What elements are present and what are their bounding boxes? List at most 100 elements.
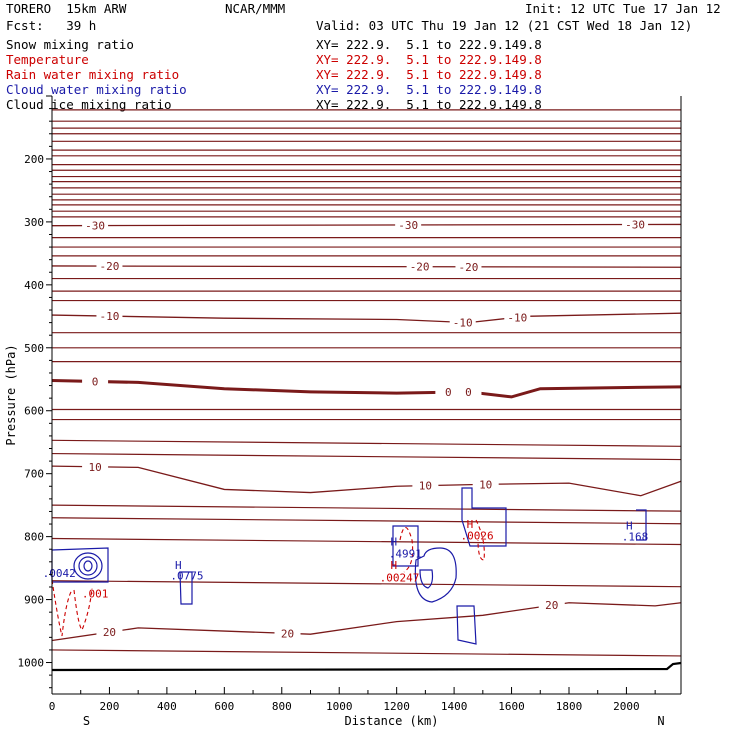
contour-annotation: .00247 bbox=[380, 572, 420, 585]
cloud-water-contour bbox=[456, 605, 477, 645]
isotherm-label: 10 bbox=[479, 478, 492, 491]
x-tick-label: 1800 bbox=[556, 700, 583, 713]
cloud-water-contour bbox=[461, 487, 507, 547]
x-tick-label: 1200 bbox=[383, 700, 410, 713]
isotherm-label-bg bbox=[82, 460, 109, 473]
x-tick-label: 1400 bbox=[441, 700, 468, 713]
isotherm-label: 10 bbox=[419, 480, 432, 493]
org-label: NCAR/MMM bbox=[225, 1, 286, 16]
isotherm-label: 20 bbox=[103, 626, 116, 639]
y-tick-label: 300 bbox=[24, 216, 44, 229]
isotherm-label: 10 bbox=[88, 461, 101, 474]
field-xy-cloud-ice: XY= 222.9. 5.1 to 222.9.149.8 bbox=[316, 97, 542, 112]
isotherm-label-bg bbox=[455, 260, 482, 273]
contour-annotation: .168 bbox=[622, 531, 649, 544]
isotherm-label-bg bbox=[412, 479, 439, 492]
isotherm-label: -20 bbox=[459, 261, 479, 274]
isotherm-label: 0 bbox=[445, 386, 452, 399]
theta-line bbox=[51, 649, 682, 657]
x-tick-label: 200 bbox=[100, 700, 120, 713]
x-tick-label: 0 bbox=[49, 700, 56, 713]
field-xy-snow: XY= 222.9. 5.1 to 222.9.149.8 bbox=[316, 37, 542, 52]
y-axis-label: Pressure (hPa) bbox=[4, 344, 18, 445]
rain-contour bbox=[399, 526, 414, 573]
isotherm-line bbox=[51, 312, 682, 324]
cloud-water-contour bbox=[73, 552, 103, 580]
y-tick-label: 1000 bbox=[18, 657, 45, 670]
x-tick-label: 800 bbox=[272, 700, 292, 713]
field-name-cloud-ice: Cloud ice mixing ratio bbox=[6, 97, 172, 112]
isotherm-label-bg bbox=[538, 599, 565, 612]
isotherm-label-bg bbox=[96, 626, 123, 639]
isotherm-label-bg bbox=[96, 310, 123, 323]
contour-annotation: H bbox=[467, 518, 474, 531]
contour-annotation: .4991 bbox=[389, 548, 422, 561]
cloud-water-contour bbox=[392, 525, 419, 567]
y-tick-label: 200 bbox=[24, 153, 44, 166]
ground-line bbox=[51, 661, 682, 672]
contour-annotation: .0042 bbox=[43, 567, 76, 580]
field-xy-temperature: XY= 222.9. 5.1 to 222.9.149.8 bbox=[316, 52, 542, 67]
isotherm-label-bg bbox=[622, 218, 649, 231]
init-label: Init: 12 UTC Tue 17 Jan 12 bbox=[525, 1, 721, 16]
cloud-water-contour bbox=[419, 569, 434, 589]
isotherm-label: 0 bbox=[465, 386, 472, 399]
isotherm-label: 20 bbox=[281, 627, 294, 640]
isotherm-label: -10 bbox=[100, 310, 120, 323]
theta-line bbox=[51, 517, 682, 525]
x-tick-label: 400 bbox=[157, 700, 177, 713]
y-tick-label: 700 bbox=[24, 468, 44, 481]
field-xy-rain: XY= 222.9. 5.1 to 222.9.149.8 bbox=[316, 67, 542, 82]
isotherm-label-bg bbox=[82, 219, 109, 232]
mixing-ratio-contours-layer bbox=[51, 487, 647, 645]
theta-line bbox=[51, 580, 682, 588]
isotherm-label-bg bbox=[82, 375, 109, 388]
theta-line bbox=[51, 439, 682, 447]
isotherm-label-bg bbox=[274, 627, 301, 640]
isotherm-label-bg bbox=[406, 260, 433, 273]
north-label: N bbox=[657, 714, 664, 728]
isotherm-label: -30 bbox=[398, 219, 418, 232]
x-axis-label: Distance (km) bbox=[345, 714, 439, 728]
isotherm-label: -20 bbox=[100, 260, 120, 273]
contour-annotation: H bbox=[626, 519, 633, 532]
contour-annotation: H bbox=[390, 536, 397, 549]
isotherm-line bbox=[51, 379, 682, 399]
isotherm-label: -30 bbox=[625, 219, 645, 232]
model-label: TORERO 15km ARW bbox=[6, 1, 127, 16]
field-name-snow: Snow mixing ratio bbox=[6, 37, 134, 52]
y-tick-label: 400 bbox=[24, 279, 44, 292]
pressure-lines-layer bbox=[51, 109, 682, 657]
y-tick-label: 900 bbox=[24, 594, 44, 607]
isotherm-label-bg bbox=[449, 316, 476, 329]
isotherm-label: 20 bbox=[545, 599, 558, 612]
x-tick-label: 1600 bbox=[498, 700, 525, 713]
x-tick-label: 2000 bbox=[613, 700, 640, 713]
isotherm-line bbox=[51, 465, 682, 497]
forecast-hour-label: Fcst: 39 h bbox=[6, 18, 97, 33]
contour-annotation: .0026 bbox=[461, 529, 494, 542]
isotherm-label: -10 bbox=[453, 316, 473, 329]
field-name-temperature: Temperature bbox=[6, 52, 89, 67]
isotherm-label-bg bbox=[395, 218, 422, 231]
isotherm-label-bg bbox=[435, 386, 462, 399]
rain-contour bbox=[51, 579, 93, 637]
isotherm-label: -20 bbox=[410, 261, 430, 274]
isotherm-label: -10 bbox=[507, 311, 527, 324]
cloud-water-contour bbox=[636, 509, 647, 541]
x-tick-label: 600 bbox=[214, 700, 234, 713]
isotherm-label: -30 bbox=[85, 220, 105, 233]
contour-annotation: .0775 bbox=[170, 570, 203, 583]
field-name-cloud-water: Cloud water mixing ratio bbox=[6, 82, 187, 97]
theta-line bbox=[51, 504, 682, 512]
cloud-water-contour bbox=[78, 556, 98, 576]
isotherm-label-bg bbox=[96, 260, 123, 273]
y-tick-label: 500 bbox=[24, 342, 44, 355]
contour-annotation: .001 bbox=[82, 587, 109, 600]
field-name-rain: Rain water mixing ratio bbox=[6, 67, 180, 82]
isotherm-line bbox=[51, 265, 682, 268]
cloud-water-contour bbox=[179, 571, 193, 605]
y-tick-label: 600 bbox=[24, 405, 44, 418]
